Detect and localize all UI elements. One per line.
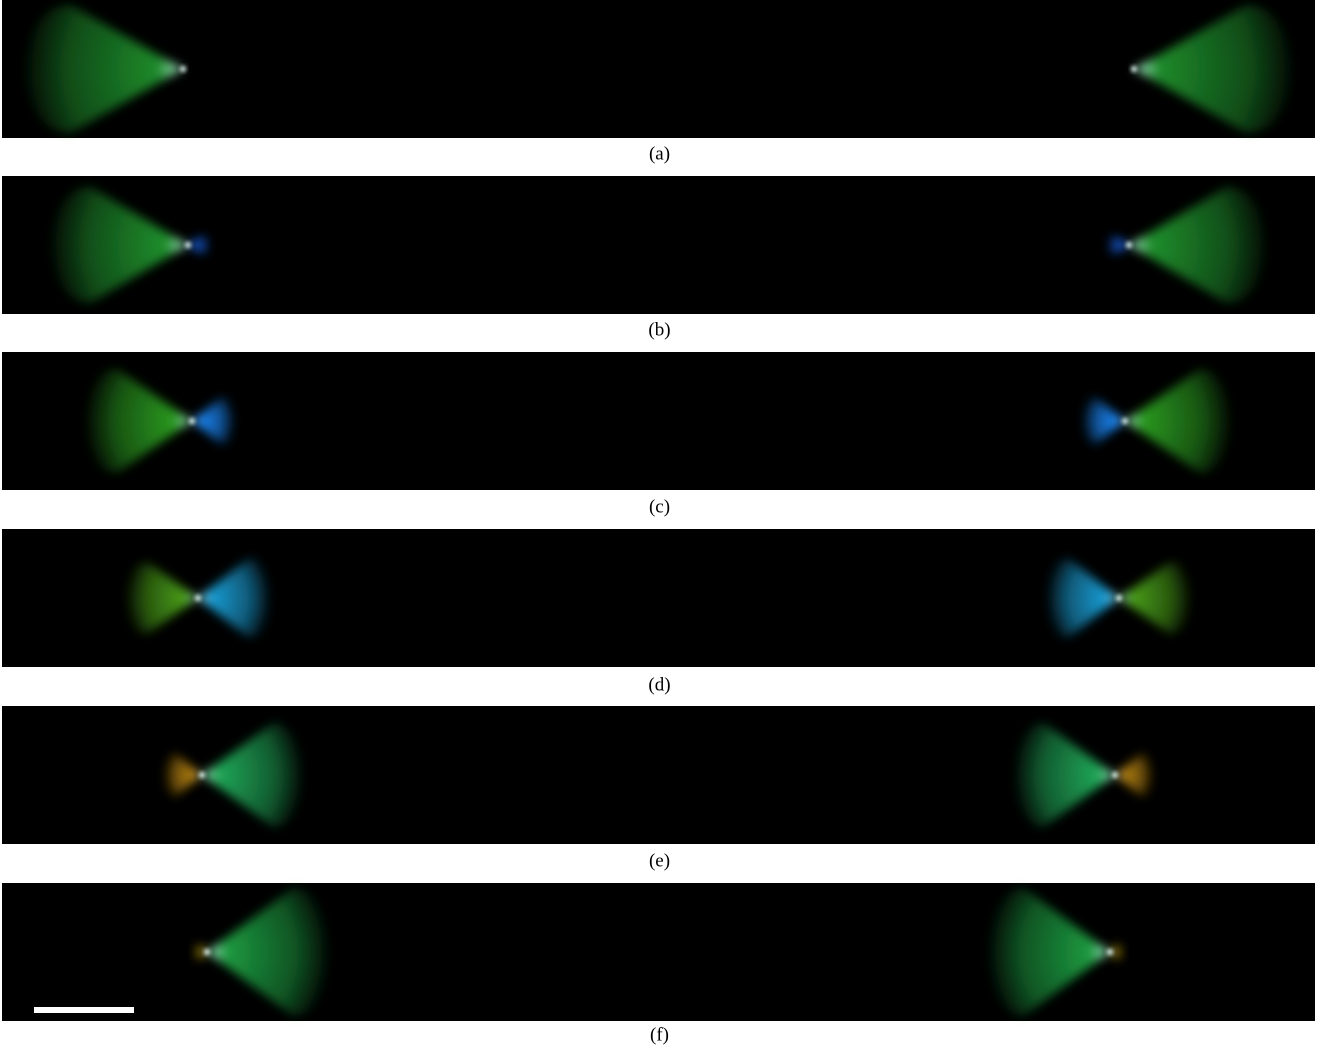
focus-spot — [1131, 66, 1137, 72]
focus-spot — [199, 772, 205, 778]
figure-canvas: (a) (b) (c) (d) (e) (f) — [0, 0, 1332, 1052]
focus-spot — [204, 949, 210, 955]
panel-caption: (d) — [648, 674, 670, 695]
panel-caption: (e) — [649, 850, 670, 871]
focus-spot — [1116, 595, 1122, 601]
panel-caption: (c) — [649, 496, 670, 517]
focus-spot — [1112, 772, 1118, 778]
figure: (a) (b) (c) (d) (e) (f) — [0, 0, 1332, 1052]
panel-caption: (a) — [649, 143, 670, 164]
panel-caption: (f) — [650, 1024, 669, 1045]
focus-spot — [180, 66, 186, 72]
focus-spot — [185, 242, 191, 248]
scale-bar — [34, 1007, 134, 1013]
focus-spot — [1122, 418, 1128, 424]
focus-spot — [195, 595, 201, 601]
panel-caption: (b) — [648, 319, 670, 340]
image-panel — [2, 0, 1315, 138]
focus-spot — [189, 418, 195, 424]
focus-spot — [1107, 949, 1113, 955]
focus-spot — [1126, 242, 1132, 248]
